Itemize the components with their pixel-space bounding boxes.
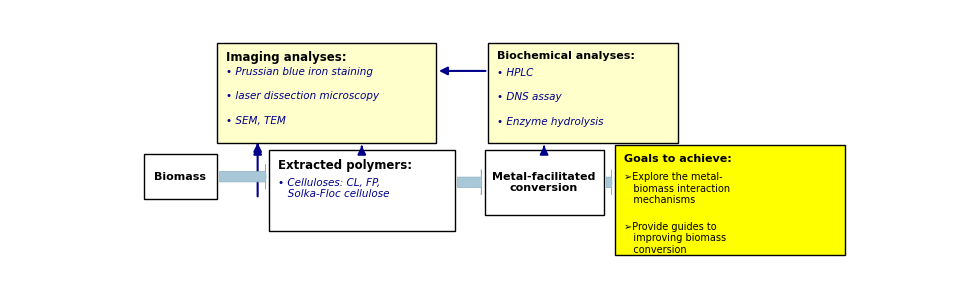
- FancyBboxPatch shape: [144, 154, 217, 199]
- Text: • SEM, TEM: • SEM, TEM: [226, 116, 285, 126]
- Text: Biomass: Biomass: [155, 172, 206, 182]
- FancyBboxPatch shape: [269, 150, 455, 231]
- Text: Imaging analyses:: Imaging analyses:: [226, 51, 347, 64]
- Text: • Enzyme hydrolysis: • Enzyme hydrolysis: [497, 117, 604, 127]
- Text: ➢Provide guides to
   improving biomass
   conversion: ➢Provide guides to improving biomass con…: [624, 222, 726, 255]
- Text: ➢Explore the metal-
   biomass interaction
   mechanisms: ➢Explore the metal- biomass interaction …: [624, 172, 730, 205]
- FancyBboxPatch shape: [489, 43, 678, 143]
- FancyBboxPatch shape: [614, 145, 846, 256]
- Text: Goals to achieve:: Goals to achieve:: [624, 154, 732, 164]
- Text: • HPLC: • HPLC: [497, 68, 534, 78]
- Text: Metal-facilitated
conversion: Metal-facilitated conversion: [492, 171, 596, 193]
- Text: • Prussian blue iron staining: • Prussian blue iron staining: [226, 67, 372, 77]
- FancyBboxPatch shape: [217, 43, 436, 143]
- Text: Extracted polymers:: Extracted polymers:: [277, 159, 412, 172]
- Text: • DNS assay: • DNS assay: [497, 92, 562, 102]
- FancyBboxPatch shape: [485, 150, 604, 215]
- Text: Biochemical analyses:: Biochemical analyses:: [497, 51, 636, 61]
- Text: • laser dissection microscopy: • laser dissection microscopy: [226, 91, 379, 101]
- Text: • Celluloses: CL, FP,
   Solka-Floc cellulose: • Celluloses: CL, FP, Solka-Floc cellulo…: [277, 178, 389, 199]
